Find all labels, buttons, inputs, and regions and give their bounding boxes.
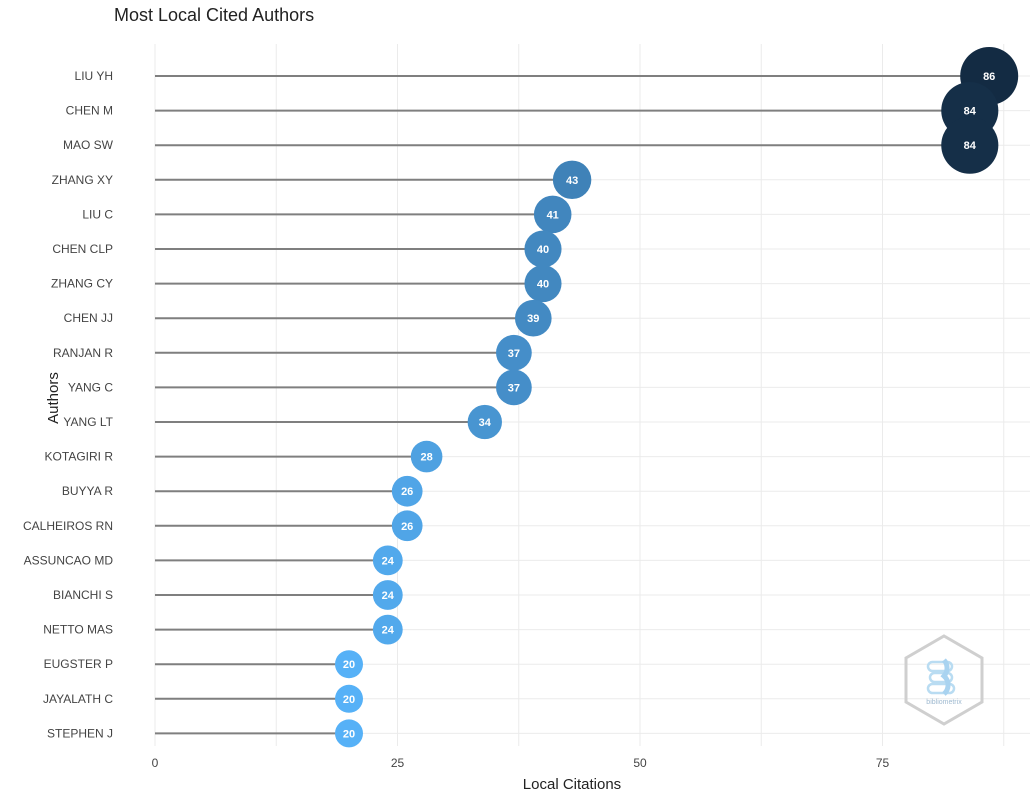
logo-text: bibliometrix: [926, 699, 962, 706]
data-point: [514, 299, 552, 337]
y-tick-label: CHEN CLP: [52, 242, 113, 256]
bibliometrix-logo: bibliometrix: [904, 634, 984, 726]
data-point: [410, 440, 443, 473]
data-point: [335, 719, 363, 748]
data-label: 37: [508, 348, 520, 360]
data-point: [372, 545, 403, 576]
y-tick-label: CALHEIROS RN: [23, 519, 113, 533]
data-label: 24: [382, 590, 395, 602]
data-point: [533, 195, 572, 234]
y-tick-label: BIANCHI S: [53, 588, 113, 602]
points: 86 84 84 43 41 40 40 39 37 37 34 28 26 26 24 24 24 20 20 20: [335, 47, 1019, 748]
data-label: 86: [983, 71, 995, 83]
y-tick-labels: LIU YH CHEN M MAO SW ZHANG XY LIU C CHEN CLP Z…: [23, 69, 114, 740]
data-label: 26: [401, 486, 413, 498]
data-point: [496, 369, 532, 406]
data-point: [496, 334, 532, 371]
data-label: 43: [566, 175, 578, 187]
data-label: 40: [537, 279, 549, 291]
data-label: 84: [964, 106, 977, 118]
data-label: 20: [343, 659, 355, 671]
x-tick-label: 0: [152, 756, 159, 770]
y-tick-label: CHEN M: [66, 104, 113, 118]
y-tick-label: ASSUNCAO MD: [24, 553, 114, 567]
y-tick-label: LIU C: [82, 207, 113, 221]
data-label: 37: [508, 382, 520, 394]
x-tick-labels: 0 25 50 75: [152, 756, 890, 770]
data-label: 26: [401, 521, 413, 533]
y-tick-label: KOTAGIRI R: [45, 450, 114, 464]
y-tick-label: ZHANG CY: [51, 277, 113, 291]
data-label: 20: [343, 728, 355, 740]
y-tick-label: ZHANG XY: [52, 173, 113, 187]
chart-title: Most Local Cited Authors: [114, 5, 314, 25]
y-tick-label: CHEN JJ: [64, 311, 113, 325]
y-tick-label: RANJAN R: [53, 346, 113, 360]
grid-lines: [154, 44, 1030, 746]
data-label: 20: [343, 694, 355, 706]
data-point: [524, 265, 562, 303]
data-label: 41: [547, 209, 559, 221]
data-label: 28: [420, 452, 432, 464]
data-point: [467, 404, 502, 440]
y-axis-title: Authors: [45, 372, 62, 424]
data-label: 84: [964, 140, 977, 152]
data-point: [372, 614, 403, 645]
x-axis-title: Local Citations: [523, 776, 621, 791]
data-point: [372, 580, 403, 610]
data-point: [941, 116, 999, 174]
y-tick-label: BUYYA R: [62, 484, 113, 498]
data-point: [335, 650, 363, 679]
y-tick-label: LIU YH: [75, 69, 113, 83]
y-tick-label: YANG LT: [63, 415, 113, 429]
stems: [155, 75, 990, 735]
data-point: [391, 475, 423, 507]
data-point: [335, 684, 363, 713]
data-label: 34: [479, 417, 492, 429]
y-tick-label: JAYALATH C: [43, 692, 113, 706]
data-point: [391, 510, 423, 542]
data-label: 39: [527, 313, 539, 325]
y-tick-label: NETTO MAS: [43, 623, 113, 637]
data-label: 24: [382, 625, 395, 637]
y-tick-label: EUGSTER P: [44, 657, 113, 671]
data-point: [552, 160, 592, 200]
y-tick-label: YANG C: [68, 380, 113, 394]
x-tick-label: 25: [391, 756, 405, 770]
data-label: 24: [382, 555, 395, 567]
x-tick-label: 75: [876, 756, 890, 770]
data-label: 40: [537, 244, 549, 256]
data-point: [524, 230, 562, 268]
y-tick-label: STEPHEN J: [47, 726, 113, 740]
x-tick-label: 50: [633, 756, 647, 770]
y-tick-label: MAO SW: [63, 138, 114, 152]
